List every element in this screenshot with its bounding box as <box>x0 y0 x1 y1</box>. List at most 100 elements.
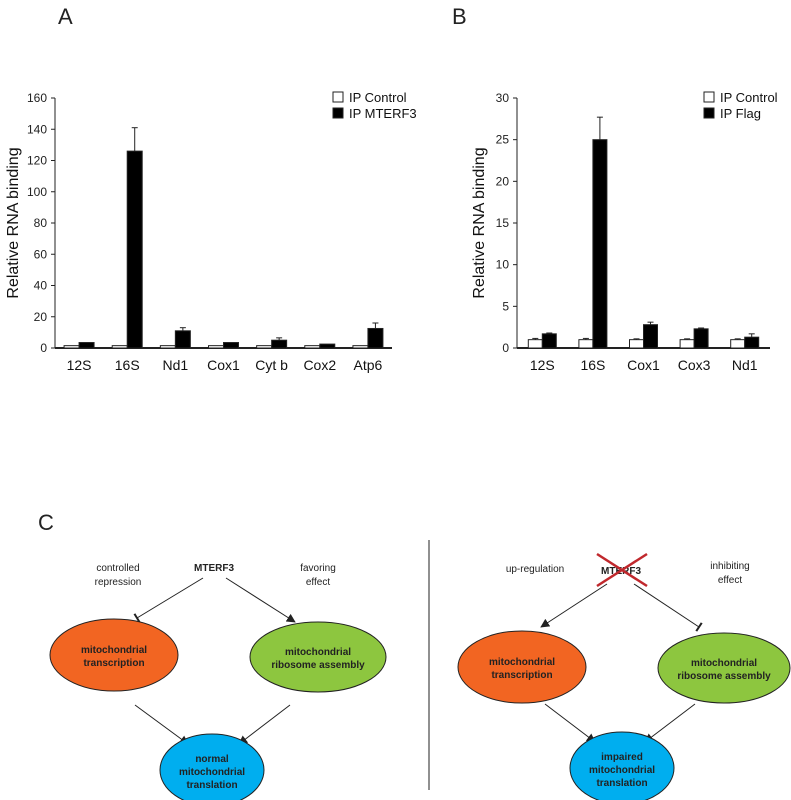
left-ribosome-label-1: mitochondrial <box>285 647 351 658</box>
chart-b-y-tick-label: 25 <box>496 133 510 147</box>
chart-b-legend-swatch <box>703 107 715 119</box>
left-favoring-arrow <box>225 577 296 623</box>
left-transcription-to-translation-arrow <box>134 704 189 745</box>
chart-b-legend-label: IP Control <box>720 90 778 105</box>
right-transcription-to-translation-arrow <box>544 703 596 743</box>
chart-a-bar-ip <box>78 342 95 349</box>
chart-a-bar-ip <box>271 339 288 349</box>
left-translation-label-1: normal <box>195 754 229 765</box>
chart-b-y-tick-label: 0 <box>502 341 509 355</box>
chart-a-bar-ip <box>319 343 336 349</box>
chart-b-y-tick-label: 20 <box>496 174 510 188</box>
left-effect-label: effect <box>306 577 330 588</box>
chart-b-bar-ip <box>744 336 760 349</box>
right-upregulation-arrow <box>540 583 608 628</box>
right-upregulation-label: up-regulation <box>506 564 564 575</box>
chart-a-bar-ip <box>367 327 384 349</box>
chart-a-category-label: 16S <box>115 357 140 373</box>
chart-a-category-label: 12S <box>67 357 92 373</box>
right-inhibiting-label: inhibiting <box>710 561 749 572</box>
chart-b-bar-ip <box>693 328 709 349</box>
chart-a-bar-control <box>159 345 176 349</box>
left-translation-label-3: translation <box>186 780 237 791</box>
chart-a-y-tick-label: 40 <box>34 279 48 293</box>
chart-b-y-tick-label: 15 <box>496 216 510 230</box>
chart-a-y-tick-label: 80 <box>34 216 48 230</box>
left-transcription-label-1: mitochondrial <box>81 645 147 656</box>
left-transcription-label-2: transcription <box>83 658 144 669</box>
right-translation-node <box>569 731 675 800</box>
chart-b-y-tick-label: 30 <box>496 91 510 105</box>
chart-a-category-label: Atp6 <box>354 357 383 373</box>
left-translation-node <box>159 733 265 800</box>
chart-b-category-label: 12S <box>530 357 555 373</box>
chart-a-category-label: Cox1 <box>207 357 240 373</box>
chart-a-bar-ip <box>174 330 191 349</box>
chart-a-bar-control <box>256 345 273 349</box>
right-inhibiting-arrow <box>633 583 703 632</box>
left-repression-label: repression <box>95 577 142 588</box>
chart-b-category-label: Nd1 <box>732 357 758 373</box>
chart-a-y-tick-label: 120 <box>27 154 47 168</box>
chart-a-bar-control <box>111 345 128 349</box>
chart-b-category-label: Cox3 <box>678 357 711 373</box>
chart-a-legend-label: IP Control <box>349 90 407 105</box>
chart-a: Relative RNA binding 0 20 40 60 80 100 120 140 16… <box>5 90 417 373</box>
right-ribosome-to-translation-arrow <box>644 703 696 743</box>
chart-a-bar-ip <box>223 342 239 349</box>
panel-letter-a: A <box>58 4 73 29</box>
chart-b-legend-label: IP Flag <box>720 106 761 121</box>
chart-a-legend-swatch <box>332 107 344 119</box>
chart-a-y-tick-label: 100 <box>27 185 47 199</box>
chart-b-bar-control <box>527 339 543 349</box>
chart-a-y-tick-label: 20 <box>34 310 48 324</box>
right-transcription-label-1: mitochondrial <box>489 657 555 668</box>
right-ribosome-node <box>657 632 791 704</box>
chart-b-bar-control <box>679 339 695 349</box>
left-favoring-label: favoring <box>300 563 336 574</box>
chart-a-y-tick-label: 60 <box>34 247 48 261</box>
right-ribosome-label-1: mitochondrial <box>691 658 757 669</box>
chart-b: Relative RNA binding 0 5 10 15 20 25 30 12S 16S Co… <box>471 90 778 373</box>
chart-a-category-label: Cox2 <box>303 357 336 373</box>
left-transcription-node <box>49 618 179 692</box>
chart-a-y-axis-label: Relative RNA binding <box>5 147 22 298</box>
left-controlled-label: controlled <box>96 563 139 574</box>
left-ribosome-node <box>249 621 387 693</box>
diagram-left: MTERF3 controlled repression favoring ef… <box>49 563 387 800</box>
cross-stroke-2 <box>596 552 648 588</box>
chart-a-y-tick-label: 160 <box>27 91 47 105</box>
chart-a-y-tick-label: 140 <box>27 122 47 136</box>
chart-a-legend-label: IP MTERF3 <box>349 106 417 121</box>
chart-a-bar-control <box>208 345 224 349</box>
left-repression-arrow <box>133 577 204 623</box>
right-translation-label-2: mitochondrial <box>589 765 655 776</box>
chart-a-legend-swatch <box>332 91 344 103</box>
chart-a-bar-control <box>63 345 80 349</box>
right-translation-label-3: translation <box>596 778 647 789</box>
left-translation-label-2: mitochondrial <box>179 767 245 778</box>
chart-b-bar-ip <box>592 139 608 349</box>
left-mterf3-label: MTERF3 <box>194 563 234 574</box>
chart-a-bar-ip <box>126 150 143 349</box>
chart-b-category-label: Cox1 <box>627 357 660 373</box>
chart-a-category-label: Nd1 <box>163 357 189 373</box>
chart-b-y-tick-label: 5 <box>502 299 509 313</box>
right-transcription-node <box>457 630 587 704</box>
chart-b-bar-ip <box>541 333 557 349</box>
right-transcription-label-2: transcription <box>491 670 552 681</box>
diagram-right: MTERF3 up-regulation inhibiting effect m… <box>457 552 791 800</box>
panel-letter-c: C <box>38 510 54 535</box>
right-effect-label: effect <box>718 575 742 586</box>
right-translation-label-1: impaired <box>601 752 643 763</box>
chart-b-y-tick-label: 10 <box>496 258 510 272</box>
chart-b-bar-ip <box>643 324 658 349</box>
chart-a-y-tick-label: 0 <box>40 341 47 355</box>
chart-b-legend-swatch <box>703 91 715 103</box>
chart-b-bar-control <box>629 339 644 349</box>
left-ribosome-to-translation-arrow <box>238 704 291 745</box>
chart-a-bar-control <box>304 345 321 349</box>
chart-b-bar-control <box>730 339 746 349</box>
chart-b-category-label: 16S <box>580 357 605 373</box>
